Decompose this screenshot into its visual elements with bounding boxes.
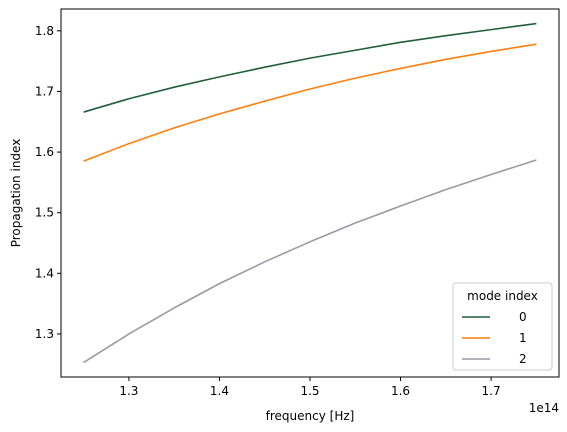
- y-tick-label: 1.8: [35, 24, 54, 38]
- y-tick-label: 1.6: [35, 145, 54, 159]
- series-line-1: [83, 43, 537, 162]
- x-tick-label: 1.3: [119, 384, 138, 398]
- y-tick-label: 1.7: [35, 84, 54, 98]
- x-tick-label: 1.7: [482, 384, 501, 398]
- series-lines: [83, 22, 537, 364]
- y-axis-label: Propagation index: [9, 139, 23, 248]
- y-tick-label: 1.3: [35, 327, 54, 341]
- legend-title: mode index: [467, 289, 538, 303]
- legend-label-2: 2: [519, 352, 527, 366]
- x-axis-offset-text: 1e14: [529, 401, 559, 415]
- y-tick-label: 1.5: [35, 206, 54, 220]
- x-tick-label: 1.4: [210, 384, 229, 398]
- series-line-2: [83, 159, 537, 364]
- x-tick-label: 1.5: [300, 384, 319, 398]
- y-tick-label: 1.4: [35, 266, 54, 280]
- legend-items: 0 1 2: [462, 310, 527, 366]
- legend-label-1: 1: [519, 331, 527, 345]
- legend: mode index 0 1 2: [452, 282, 553, 371]
- x-axis-label: frequency [Hz]: [266, 409, 355, 423]
- y-axis-ticks: 1.3 1.4 1.5 1.6 1.7 1.8: [35, 24, 61, 341]
- x-axis-ticks: 1.3 1.4 1.5 1.6 1.7: [119, 377, 501, 398]
- x-tick-label: 1.6: [391, 384, 410, 398]
- legend-box: [452, 282, 553, 371]
- legend-label-0: 0: [519, 310, 527, 324]
- series-line-0: [83, 22, 537, 113]
